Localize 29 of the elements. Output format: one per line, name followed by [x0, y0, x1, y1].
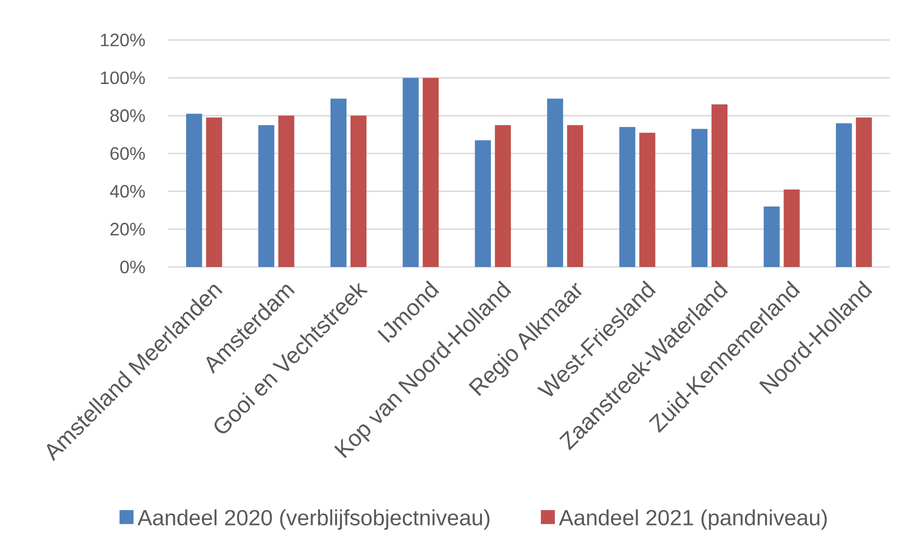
bar	[474, 140, 491, 267]
bar	[350, 116, 366, 267]
y-tick-label: 0%	[120, 260, 145, 274]
bar	[567, 125, 584, 267]
bar	[764, 206, 780, 267]
bar	[278, 116, 294, 267]
bar	[186, 114, 202, 267]
y-tick-label: 100%	[100, 71, 145, 84]
bar	[547, 98, 564, 267]
legend-label: Aandeel 2021 (pandniveau)	[558, 509, 827, 530]
bar	[422, 78, 439, 267]
y-tick-label: 40%	[110, 184, 145, 198]
bar	[856, 118, 872, 267]
y-tick-label: 20%	[110, 222, 145, 236]
bar	[402, 78, 419, 267]
bar	[692, 128, 708, 267]
legend-label: Aandeel 2020 (verblijfsobjectniveau)	[138, 509, 490, 530]
bar	[836, 123, 852, 267]
y-tick-label: 120%	[100, 34, 145, 46]
bar	[330, 98, 346, 267]
bar	[784, 189, 800, 267]
bar	[206, 118, 222, 267]
bar	[619, 127, 636, 267]
bar	[494, 125, 511, 267]
bar	[258, 125, 274, 267]
y-tick-label: 80%	[110, 109, 145, 122]
bar	[639, 132, 656, 267]
y-tick-label: 60%	[110, 147, 145, 160]
bar	[712, 104, 728, 267]
